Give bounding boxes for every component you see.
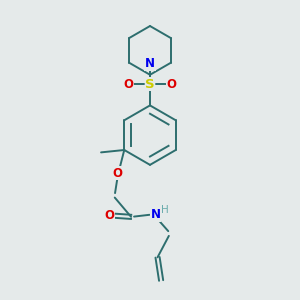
Text: O: O (105, 209, 115, 222)
Text: O: O (124, 77, 134, 91)
Text: S: S (145, 77, 155, 91)
Text: O: O (113, 167, 123, 180)
Text: N: N (145, 57, 155, 70)
Text: H: H (160, 205, 168, 215)
Text: N: N (151, 208, 160, 221)
Text: O: O (167, 77, 176, 91)
